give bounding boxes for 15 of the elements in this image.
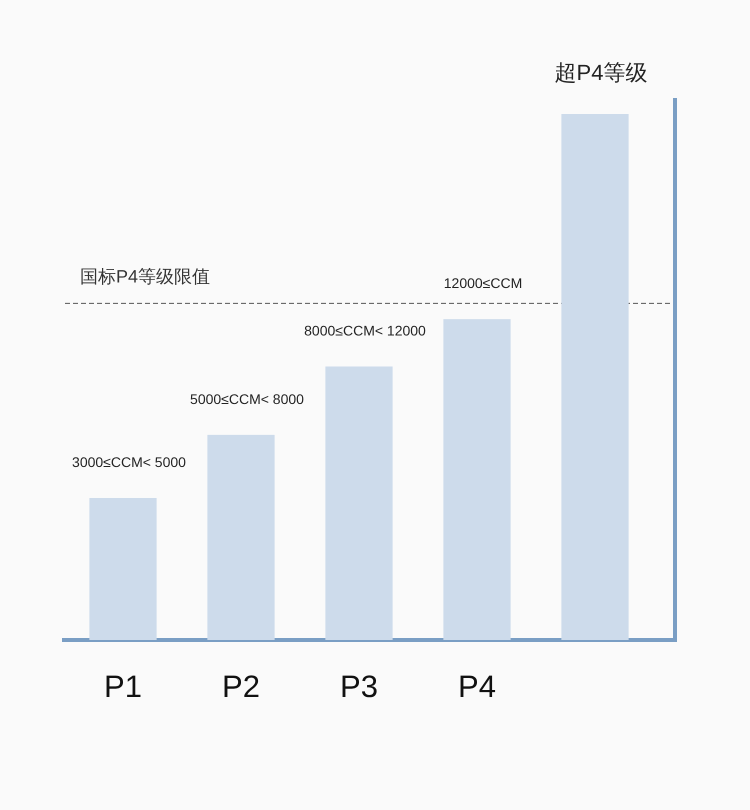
bar — [561, 114, 629, 640]
bar — [207, 434, 275, 640]
bar — [325, 366, 393, 640]
bar — [443, 319, 511, 640]
x-tick-label: P2 — [222, 669, 260, 704]
x-tick-label: P1 — [104, 669, 142, 704]
annotation: 3000≤CCM< 5000 — [72, 454, 186, 470]
annotation: 8000≤CCM< 12000 — [304, 322, 426, 338]
annotation: 12000≤CCM — [444, 275, 522, 292]
x-tick-label: P3 — [340, 669, 378, 704]
x-tick-label: P4 — [458, 669, 496, 704]
ref-line-label: 国标P4等级限值 — [80, 266, 210, 286]
annotation: 超P4等级 — [554, 60, 648, 85]
bar — [89, 498, 157, 640]
annotation: 5000≤CCM< 8000 — [190, 390, 304, 407]
